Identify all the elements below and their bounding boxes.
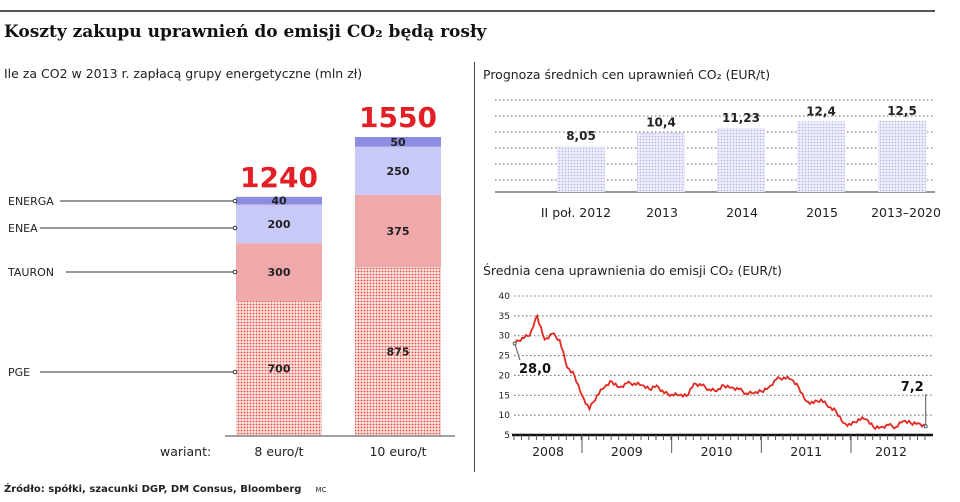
y-tick-label: 25 xyxy=(499,352,510,362)
xlabel: wariant: xyxy=(160,444,211,459)
bar-segment-pge xyxy=(236,300,322,436)
bar-total: 1240 xyxy=(240,161,318,194)
source-note: Źródło: spółki, szacunki DGP, DM Consus,… xyxy=(4,484,302,495)
category-label: 2015 xyxy=(806,205,838,220)
forecast-bar xyxy=(878,120,926,192)
data-label: 12,5 xyxy=(887,104,917,118)
x-tick-label: 2009 xyxy=(611,444,643,459)
annotation-dot xyxy=(512,341,517,346)
category-label: II poł. 2012 xyxy=(541,205,611,220)
bar-segment-pge xyxy=(355,267,441,436)
segment-value: 40 xyxy=(271,195,287,208)
bar-segment-enea xyxy=(236,204,322,244)
series-label-pge: PGE xyxy=(8,366,30,379)
segment-value: 250 xyxy=(387,165,410,178)
data-label: 8,05 xyxy=(566,129,596,143)
forecast-bar xyxy=(797,121,845,192)
segment-value: 375 xyxy=(387,225,410,238)
x-tick-label: 2010 xyxy=(701,444,733,459)
leader-dot xyxy=(232,198,238,204)
y-tick-label: 10 xyxy=(499,411,511,421)
category-label: 8 euro/t xyxy=(254,444,303,459)
x-tick-label: 2008 xyxy=(532,444,564,459)
bar-segment-tauron xyxy=(236,243,322,301)
series-label-energa: ENERGA xyxy=(8,195,54,208)
left-chart-title: Ile za CO2 w 2013 r. zapłacą grupy energ… xyxy=(4,66,363,81)
forecast-bar xyxy=(717,127,765,192)
data-label: 11,23 xyxy=(722,111,760,125)
leader-dot xyxy=(232,369,238,375)
annotation-dot xyxy=(923,424,928,429)
data-label: 12,4 xyxy=(806,104,836,118)
divider xyxy=(474,62,475,472)
category-label: 2014 xyxy=(726,205,758,220)
segment-value: 875 xyxy=(387,346,410,359)
forecast-bar xyxy=(637,132,685,192)
x-tick-label: 2012 xyxy=(875,444,907,459)
bar-segment-energa xyxy=(355,137,441,147)
forecast-bar xyxy=(557,146,605,192)
y-tick-label: 35 xyxy=(499,312,510,322)
category-label: 2013 xyxy=(646,205,678,220)
bar-segment-tauron xyxy=(355,194,441,268)
category-label: 2013–2020 xyxy=(871,205,941,220)
bar-segment-enea xyxy=(355,146,441,195)
series-label-enea: ENEA xyxy=(8,222,38,235)
series-label-tauron: TAURON xyxy=(7,266,54,279)
top-rule xyxy=(0,10,935,12)
annotation-start: 28,0 xyxy=(519,362,551,377)
price-line xyxy=(514,313,927,431)
leader-dot xyxy=(232,225,238,231)
x-tick-label: 2011 xyxy=(790,444,822,459)
forecast-chart-title: Prognoza średnich cen uprawnień CO₂ (EUR… xyxy=(483,67,771,82)
segment-value: 200 xyxy=(268,218,291,231)
y-tick-label: 5 xyxy=(504,431,510,441)
segment-value: 700 xyxy=(268,362,291,375)
bar-segment-energa xyxy=(236,196,322,205)
segment-value: 300 xyxy=(268,266,291,279)
footer-row: Źródło: spółki, szacunki DGP, DM Consus,… xyxy=(4,484,326,495)
author-initials: MC xyxy=(315,486,327,494)
line-chart-title: Średnia cena uprawnienia do emisji CO₂ (… xyxy=(483,263,783,278)
y-tick-label: 40 xyxy=(499,292,511,302)
bar-total: 1550 xyxy=(359,101,437,134)
y-tick-label: 15 xyxy=(499,391,510,401)
annotation-leader xyxy=(514,343,521,361)
segment-value: 50 xyxy=(390,136,406,149)
page-title: Koszty zakupu uprawnień do emisji CO₂ bę… xyxy=(4,22,487,42)
category-label: 10 euro/t xyxy=(369,444,426,459)
y-tick-label: 20 xyxy=(499,371,511,381)
annotation-end: 7,2 xyxy=(901,380,924,395)
data-label: 10,4 xyxy=(646,116,676,130)
y-tick-label: 30 xyxy=(499,332,511,342)
leader-dot xyxy=(232,269,238,275)
